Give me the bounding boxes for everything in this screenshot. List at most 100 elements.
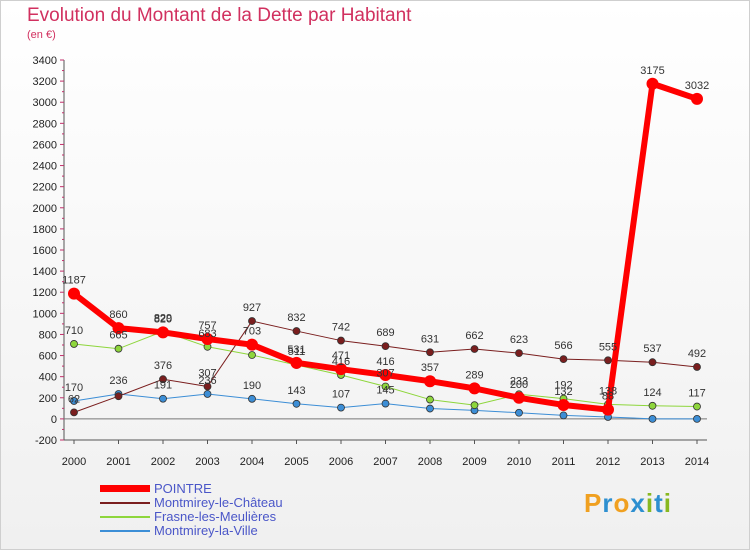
data-label: 689 (376, 327, 394, 339)
data-label: 492 (688, 348, 706, 360)
proxiti-logo: Proxiti (584, 488, 672, 518)
data-label: 132 (554, 386, 572, 398)
data-point (468, 382, 481, 395)
data-point (515, 349, 523, 358)
data-point (292, 327, 301, 335)
legend-swatch (100, 485, 150, 492)
data-point (648, 401, 657, 410)
data-point (513, 391, 525, 404)
legend-swatch (100, 530, 150, 532)
data-label: 143 (287, 385, 305, 397)
x-tick-label: 2003 (195, 456, 219, 468)
data-label: 192 (554, 380, 572, 392)
data-label: 555 (599, 341, 617, 353)
chart-unit-subtitle: (en €) (27, 29, 56, 41)
data-point (70, 397, 78, 405)
y-tick-label: 1800 (33, 224, 57, 236)
data-label: 710 (65, 325, 83, 337)
x-tick-label: 2007 (373, 456, 397, 468)
data-point (424, 375, 436, 388)
data-label: 357 (421, 362, 439, 374)
legend-label: Montmirey-le-Château (154, 495, 283, 510)
legend-label: Montmirey-la-Ville (154, 523, 258, 538)
y-tick-label: 3000 (33, 97, 57, 109)
data-point (337, 403, 345, 412)
data-label: 117 (688, 388, 706, 400)
data-label: 376 (154, 360, 172, 372)
data-point (426, 395, 434, 404)
data-label: 3175 (640, 65, 664, 77)
data-point (201, 332, 214, 345)
y-tick-label: 3200 (33, 76, 57, 88)
data-point (381, 399, 390, 408)
data-point (515, 408, 523, 417)
data-label: 829 (154, 312, 172, 324)
data-point (559, 411, 568, 420)
data-point (248, 317, 256, 325)
legend-swatch (100, 516, 150, 518)
y-tick-label: 800 (39, 329, 57, 341)
data-label: 307 (376, 367, 394, 379)
y-tick-label: 1000 (33, 308, 57, 320)
data-point (292, 399, 301, 408)
data-label: 860 (109, 309, 127, 321)
y-tick-label: 2800 (33, 118, 57, 130)
data-point (426, 348, 434, 357)
data-label: 820 (154, 313, 172, 325)
data-point (159, 375, 167, 384)
data-point (290, 356, 303, 369)
data-point (114, 392, 123, 401)
data-label: 3032 (685, 80, 709, 92)
data-point (335, 363, 347, 376)
data-point (337, 336, 345, 345)
chart-title: Evolution du Montant de la Dette par Hab… (27, 5, 412, 26)
y-tick-label: 2600 (33, 139, 57, 151)
data-point (381, 382, 390, 391)
data-point (470, 401, 479, 410)
data-point (691, 92, 703, 105)
x-tick-label: 2012 (596, 456, 620, 468)
x-tick-label: 2011 (552, 456, 576, 468)
x-tick-label: 2002 (151, 456, 175, 468)
data-label: 289 (465, 369, 483, 381)
y-tick-label: -200 (35, 435, 57, 447)
data-point (246, 338, 258, 351)
data-point (559, 355, 568, 364)
y-tick-label: 600 (39, 351, 57, 363)
data-label: 236 (109, 375, 127, 387)
data-point (379, 368, 392, 381)
data-point (248, 394, 256, 403)
data-label: 200 (510, 379, 528, 391)
y-tick-label: 2200 (33, 182, 57, 194)
data-label: 307 (198, 367, 216, 379)
y-tick-label: 400 (39, 372, 57, 384)
data-point (68, 287, 80, 300)
data-label: 757 (198, 320, 216, 332)
legend-label: POINTRE (154, 481, 212, 496)
data-label: 124 (643, 387, 661, 399)
data-point (470, 345, 479, 353)
data-label: 832 (287, 312, 305, 324)
data-point (426, 404, 434, 413)
y-tick-label: 1200 (33, 287, 57, 299)
data-label: 416 (376, 356, 394, 368)
y-tick-label: 3400 (33, 55, 57, 67)
data-label: 511 (288, 346, 306, 358)
data-point (381, 342, 390, 351)
data-point (557, 398, 570, 411)
data-label: 170 (65, 382, 83, 394)
data-label: 233 (510, 375, 528, 387)
data-label: 537 (643, 343, 661, 355)
data-label: 145 (376, 385, 394, 397)
data-label: 683 (198, 328, 216, 340)
x-tick-label: 2010 (507, 456, 531, 468)
data-point (159, 394, 167, 403)
data-point (112, 322, 125, 335)
data-point (604, 356, 612, 365)
data-label: 107 (332, 389, 350, 401)
y-tick-label: 2000 (33, 203, 57, 215)
x-tick-label: 2014 (685, 456, 709, 468)
data-label: 190 (243, 380, 261, 392)
data-label: 665 (109, 330, 127, 342)
